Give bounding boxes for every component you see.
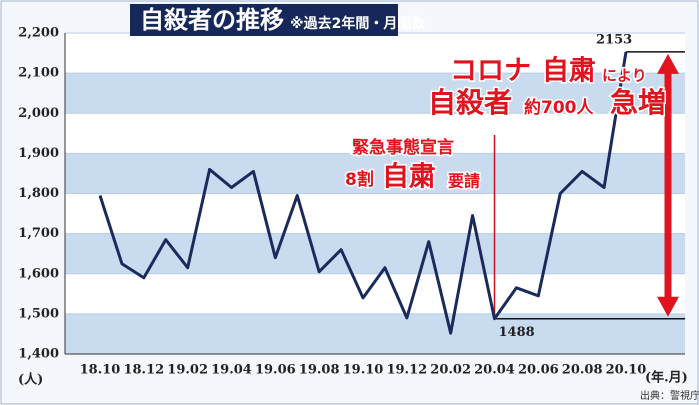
grid-band — [65, 313, 685, 354]
x-tick-label: 20.04 — [474, 363, 515, 378]
y-tick-label: 2,100 — [18, 66, 59, 81]
x-tick-label: 19.12 — [386, 363, 427, 378]
y-tick-label: 1,800 — [18, 186, 59, 201]
annotation: 緊急事態宣言 — [352, 137, 454, 158]
annotation: 約700人 — [524, 97, 594, 118]
annotation: 要請 — [448, 172, 480, 191]
x-tick-label: 18.10 — [80, 363, 121, 378]
x-axis-label: (年.月) — [645, 370, 688, 386]
annotation: 8割 — [345, 169, 374, 190]
y-tick-label: 2,000 — [18, 106, 59, 121]
y-tick-label: 1,500 — [18, 306, 59, 321]
grid-band — [65, 73, 685, 114]
grid-band — [65, 153, 685, 194]
y-tick-label: 1,700 — [18, 226, 59, 241]
annotation: 急増 — [610, 86, 666, 119]
x-tick-label: 20.08 — [562, 363, 603, 378]
x-tick-label: 20.10 — [606, 363, 647, 378]
annotation: 自粛 — [542, 55, 596, 87]
plot-area — [64, 32, 685, 355]
x-tick-label: 19.04 — [211, 363, 252, 378]
x-tick-label: 19.08 — [299, 363, 340, 378]
annotation: コロナ — [450, 56, 531, 87]
arrow-head — [657, 53, 679, 74]
title-box — [130, 4, 398, 36]
annotation: により — [602, 67, 647, 85]
arrow-head — [657, 296, 679, 317]
y-tick-label: 2,200 — [18, 26, 59, 41]
chart-subtitle: ※過去2年間・月間数 — [290, 15, 426, 32]
annotation: 自粛 — [382, 161, 436, 193]
annotation: 自殺者 — [428, 86, 512, 119]
value-label: 2153 — [596, 32, 632, 47]
y-tick-label: 1,600 — [18, 266, 59, 281]
x-tick-label: 19.02 — [167, 363, 208, 378]
chart-title: 自殺者の推移 — [140, 6, 284, 34]
y-tick-label: 1,400 — [18, 347, 59, 362]
x-tick-label: 20.02 — [430, 363, 471, 378]
x-tick-label: 19.10 — [343, 363, 384, 378]
y-tick-label: 1,900 — [18, 146, 59, 161]
grid-band — [65, 233, 685, 274]
value-label: 1488 — [499, 325, 535, 340]
line-series — [98, 51, 628, 335]
x-tick-label: 20.06 — [518, 363, 559, 378]
x-tick-label: 18.12 — [123, 363, 164, 378]
x-tick-label: 19.06 — [255, 363, 296, 378]
y-axis-label: (人) — [18, 372, 43, 388]
source: 出典：警視庁 — [640, 389, 699, 402]
